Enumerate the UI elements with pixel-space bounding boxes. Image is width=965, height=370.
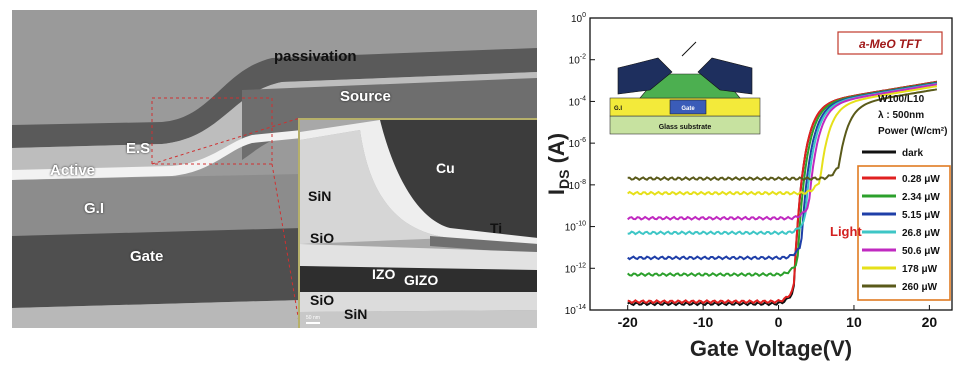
y-tick-label: 10-2: [569, 54, 586, 67]
inset-label-izo: IZO: [372, 266, 396, 282]
y-tick-label: 10-4: [569, 95, 586, 108]
light-label: Light: [830, 224, 862, 239]
x-axis-title: Gate Voltage(V): [690, 336, 852, 361]
inset-label-cu: Cu: [436, 160, 455, 176]
inset-label-gizo: GIZO: [404, 272, 439, 288]
device-drain: [697, 57, 753, 95]
inset-label-sin-bottom: SiN: [344, 306, 368, 322]
device-gate: [669, 99, 707, 115]
transfer-curve-chart: 10-14 10-12 10-10 10-8 10-6 10-4 10-2 100 -20 -10…: [540, 0, 965, 365]
label-source: Source: [340, 88, 391, 105]
x-tick-label: 10: [846, 314, 862, 330]
y-tick-label: 10-12: [565, 262, 586, 275]
curve-178-W: [627, 85, 938, 196]
chart-title-box: [837, 31, 943, 55]
y-axis-title: IDS (A): [544, 133, 572, 195]
y-tick-label: 10-14: [565, 304, 586, 317]
legend-label: 0.28 μW: [902, 174, 940, 185]
inset-layers: [300, 120, 537, 328]
tem-micrograph: passivation Source E.S Active G.I Gate C…: [12, 10, 537, 328]
inset-label-sio-bottom: SiO: [310, 292, 335, 308]
chart-title: a-MeO TFT: [859, 37, 923, 51]
label-es: E.S: [126, 140, 151, 157]
legend-label: dark: [902, 148, 924, 159]
curve-260-W: [627, 88, 938, 182]
legend-label: 2.34 μW: [902, 192, 940, 203]
scale-label: 50 nm: [306, 315, 320, 321]
inset-label-sio-top: SiO: [310, 230, 335, 246]
label-passivation: passivation: [274, 48, 357, 65]
label-gi: G.I: [84, 200, 105, 217]
legend-label: 5.15 μW: [902, 210, 940, 221]
label-gate: Gate: [130, 248, 164, 265]
device-label-gi: G.I: [614, 106, 622, 112]
inset-label-sin-top: SiN: [308, 188, 332, 204]
device-label-gate: Gate: [681, 106, 695, 112]
device-source: [617, 57, 673, 95]
y-tick-label: 100: [571, 12, 586, 25]
device-label-substrate: Glass substrate: [659, 124, 712, 131]
curve-50-6-W: [627, 83, 938, 221]
legend-box: [857, 165, 951, 301]
x-tick-label: -10: [693, 314, 713, 330]
scale-bar: [306, 322, 320, 324]
condition-label: λ : 500nm: [878, 110, 924, 121]
label-active: Active: [50, 162, 96, 179]
legend-label: 260 μW: [902, 282, 938, 293]
y-tick-label: 10-6: [569, 137, 586, 150]
legend-label: 50.6 μW: [902, 246, 940, 257]
y-tick-label: 10-10: [565, 221, 586, 234]
x-tick-label: -20: [618, 314, 638, 330]
x-tick-label: 20: [922, 314, 938, 330]
condition-label: W100/L10: [878, 94, 925, 105]
legend-label: 178 μW: [902, 264, 938, 275]
x-tick-label: 0: [775, 314, 783, 330]
tem-inset: Cu SiN Ti SiO IZO GIZO SiO SiN 50 nm: [298, 118, 537, 328]
condition-label: Power (W/cm²): [878, 126, 947, 137]
device-light-arrow: [681, 41, 697, 57]
legend-label: 26.8 μW: [902, 228, 940, 239]
inset-label-ti: Ti: [490, 220, 503, 236]
